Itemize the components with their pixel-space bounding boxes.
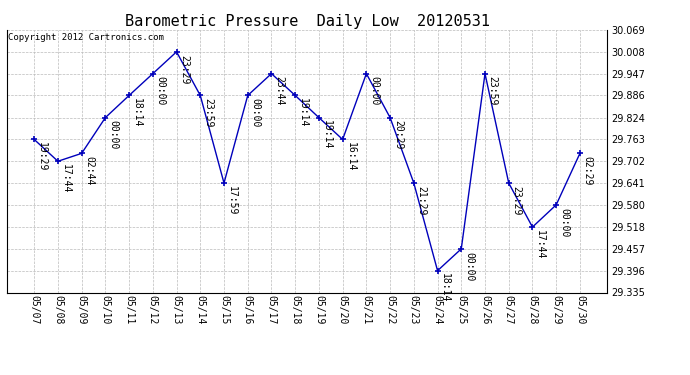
Text: 17:44: 17:44 bbox=[61, 164, 70, 194]
Text: 17:59: 17:59 bbox=[227, 186, 237, 215]
Text: 00:00: 00:00 bbox=[156, 76, 166, 106]
Text: 16:14: 16:14 bbox=[346, 142, 355, 172]
Text: 00:00: 00:00 bbox=[559, 208, 569, 237]
Text: 19:14: 19:14 bbox=[298, 98, 308, 128]
Text: 21:29: 21:29 bbox=[417, 186, 426, 215]
Text: 23:29: 23:29 bbox=[179, 55, 189, 84]
Text: 00:00: 00:00 bbox=[250, 98, 261, 128]
Text: 02:29: 02:29 bbox=[582, 156, 593, 186]
Text: 02:44: 02:44 bbox=[84, 156, 95, 186]
Text: 00:00: 00:00 bbox=[464, 252, 474, 281]
Text: 00:00: 00:00 bbox=[108, 120, 118, 150]
Text: 23:29: 23:29 bbox=[511, 186, 522, 215]
Text: 00:00: 00:00 bbox=[369, 76, 379, 106]
Title: Barometric Pressure  Daily Low  20120531: Barometric Pressure Daily Low 20120531 bbox=[125, 14, 489, 29]
Text: 18:14: 18:14 bbox=[132, 98, 142, 128]
Text: 18:14: 18:14 bbox=[440, 273, 451, 303]
Text: 19:14: 19:14 bbox=[322, 120, 332, 150]
Text: 19:29: 19:29 bbox=[37, 142, 47, 172]
Text: 20:29: 20:29 bbox=[393, 120, 403, 150]
Text: 23:59: 23:59 bbox=[203, 98, 213, 128]
Text: 23:59: 23:59 bbox=[488, 76, 497, 106]
Text: Copyright 2012 Cartronics.com: Copyright 2012 Cartronics.com bbox=[8, 33, 164, 42]
Text: 17:44: 17:44 bbox=[535, 230, 545, 259]
Text: 23:44: 23:44 bbox=[274, 76, 284, 106]
